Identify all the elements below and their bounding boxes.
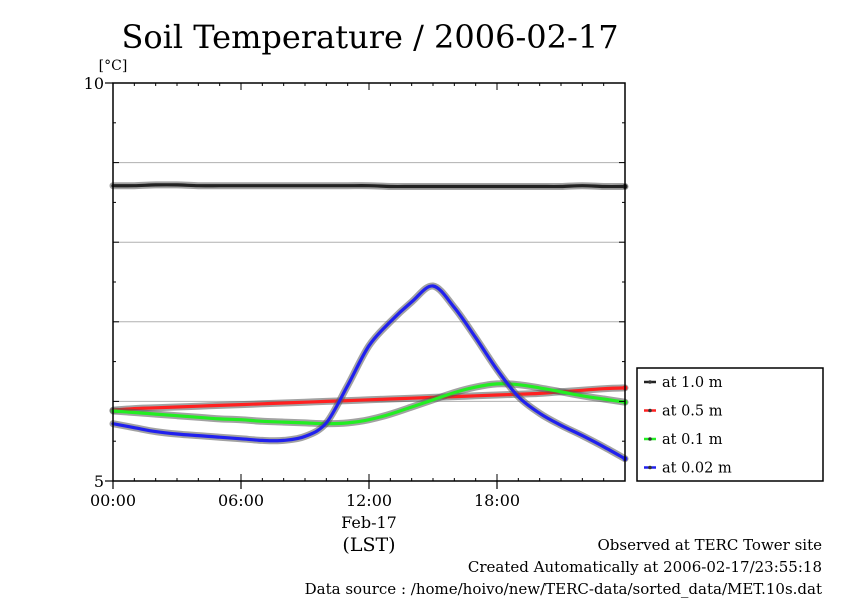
legend-box xyxy=(636,367,824,482)
series-line-shadow-3 xyxy=(109,282,629,463)
legend-label-1: at 0.5 m xyxy=(662,404,723,420)
series-lines xyxy=(109,181,629,463)
legend-label-2: at 0.1 m xyxy=(662,432,723,448)
y-tick-label: 10 xyxy=(84,74,104,93)
legend-marker-0 xyxy=(648,380,652,384)
chart-title: Soil Temperature / 2006-02-17 xyxy=(121,18,618,56)
x-tick-label: 06:00 xyxy=(218,491,264,510)
series-line-1 xyxy=(111,386,627,412)
series-line-0 xyxy=(111,183,627,189)
grid-lines xyxy=(113,162,625,402)
footer-created: Created Automatically at 2006-02-17/23:5… xyxy=(467,558,822,576)
legend-label-3: at 0.02 m xyxy=(662,461,732,477)
legend-marker-2 xyxy=(648,437,652,441)
y-tick-label: 5 xyxy=(94,472,104,491)
x-tick-label: 00:00 xyxy=(90,491,136,510)
legend-marker-1 xyxy=(648,408,652,413)
x-tick-label: 18:00 xyxy=(474,491,520,510)
series-line-3 xyxy=(111,284,627,461)
x-tick-label: 12:00 xyxy=(346,491,392,510)
y-axis-unit: [°C] xyxy=(99,58,128,74)
footer-observed: Observed at TERC Tower site xyxy=(597,536,822,554)
legend: at 1.0 m at 0.5 m at 0.1 m at 0.02 m xyxy=(636,367,824,482)
series-line-2 xyxy=(111,382,627,426)
x-date-label: Feb-17 xyxy=(341,513,397,532)
legend-marker-3 xyxy=(648,465,652,470)
axis-ticks: 5 10 00:00 06:00 12:00 18:00 xyxy=(84,74,625,510)
x-axis-label: (LST) xyxy=(342,534,395,556)
legend-label-0: at 1.0 m xyxy=(662,375,723,391)
footer-source: Data source : /home/hoivo/new/TERC-data/… xyxy=(304,580,822,598)
